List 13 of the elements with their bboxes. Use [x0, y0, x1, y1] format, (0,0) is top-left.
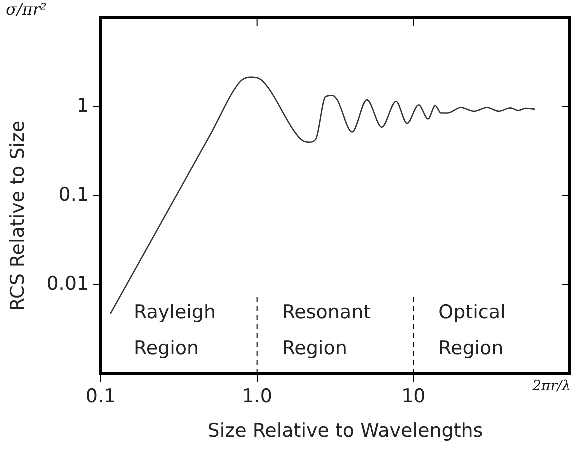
annotation: Rayleigh Region	[134, 301, 216, 360]
x-tick-label: 1.0	[242, 385, 272, 408]
text: σ/πr²	[6, 0, 47, 20]
y-tick-label: 1	[76, 94, 89, 117]
annotation: Optical Region	[438, 301, 506, 360]
x-tick-label: 10	[402, 385, 426, 408]
y-tick-label: 0.01	[46, 272, 89, 295]
x-axis-title: Size Relative to Wavelengths	[208, 420, 484, 442]
text: 2πr/λ	[532, 378, 571, 395]
y-axis-title: RCS Relative to Size	[6, 120, 29, 312]
y-tick-label: 0.1	[58, 184, 89, 206]
x-tick-label: 0.1	[86, 385, 116, 408]
annotation: Resonant Region	[282, 301, 372, 360]
